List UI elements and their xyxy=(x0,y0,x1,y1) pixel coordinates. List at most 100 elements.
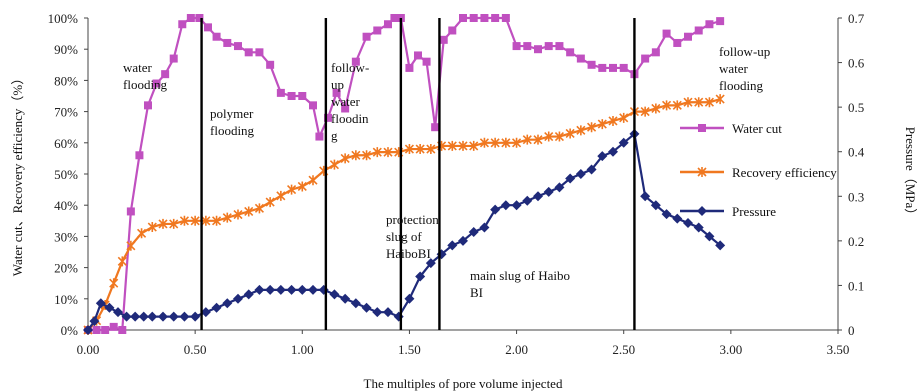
water-cut-point xyxy=(566,48,575,57)
water-cut-point xyxy=(118,326,127,334)
recovery-efficiency-point xyxy=(201,215,211,226)
y-right-tick-label: 0.5 xyxy=(848,100,864,115)
water-cut-point xyxy=(609,63,617,72)
pressure-point xyxy=(511,200,522,211)
x-tick-label: 0.50 xyxy=(184,342,207,357)
annotations-group: waterfloodingpolymerfloodingfollow-upwat… xyxy=(123,44,770,300)
stage-annotation: water xyxy=(719,61,749,76)
stage-annotation: g xyxy=(331,128,338,143)
water-cut-point xyxy=(448,26,457,35)
pressure-point xyxy=(479,222,490,233)
stage-annotation: water xyxy=(123,60,153,75)
recovery-efficiency-point xyxy=(169,218,179,229)
water-cut-point xyxy=(469,14,478,22)
pressure-point xyxy=(672,213,683,224)
y-right-tick-label: 0.1 xyxy=(848,278,864,293)
stage-lines-group xyxy=(200,18,636,330)
y-right-tick-label: 0.6 xyxy=(848,56,865,71)
y-left-tick-label: 40% xyxy=(54,198,78,213)
y-right-tick-label: 0.2 xyxy=(848,234,864,249)
pressure-point xyxy=(340,293,351,304)
pressure-point xyxy=(533,191,543,202)
x-tick-label: 2.00 xyxy=(505,342,528,357)
recovery-efficiency-point xyxy=(597,119,607,130)
water-cut-point xyxy=(234,42,242,51)
water-cut-point xyxy=(169,54,178,63)
recovery-efficiency-point xyxy=(651,103,661,114)
y-left-tick-label: 90% xyxy=(54,42,78,57)
stage-annotation: main slug of Haibo xyxy=(470,268,570,283)
axes-group: 0.00 0.50 1.00 1.50 2.00 2.50 3.00 3.500%10%20%… xyxy=(48,11,865,357)
water-cut-point xyxy=(651,48,660,57)
pressure-point xyxy=(715,240,726,251)
water-cut-point xyxy=(178,20,187,29)
water-cut-point xyxy=(555,42,564,51)
water-cut-point xyxy=(204,23,212,32)
water-cut-point xyxy=(126,207,135,216)
water-cut-point xyxy=(512,42,521,51)
recovery-efficiency-point xyxy=(287,184,297,195)
y-left-axis-title: Water cut、Recovery efficiency（%） xyxy=(10,72,25,276)
pressure-point xyxy=(361,302,372,313)
water-cut-point xyxy=(144,101,152,110)
recovery-efficiency-point xyxy=(340,153,350,164)
recovery-efficiency-point xyxy=(179,215,189,226)
recovery-efficiency-point xyxy=(544,131,554,142)
stage-annotation: slug of xyxy=(386,229,422,244)
stage-annotation: follow- xyxy=(331,60,369,75)
recovery-efficiency-point xyxy=(190,215,200,226)
recovery-efficiency-point xyxy=(565,128,575,139)
water-cut-point xyxy=(373,26,382,35)
recovery-efficiency-point xyxy=(372,147,382,158)
pressure-point xyxy=(168,311,179,322)
pressure-point xyxy=(200,307,211,318)
recovery-efficiency-point xyxy=(458,140,468,151)
water-cut-point xyxy=(212,32,221,41)
pressure-point xyxy=(95,298,106,309)
water-cut-point xyxy=(109,322,118,331)
pressure-point xyxy=(618,137,629,148)
water-cut-point xyxy=(587,60,596,69)
recovery-efficiency-point xyxy=(244,206,254,217)
recovery-efficiency-point xyxy=(117,256,127,267)
water-cut-point xyxy=(92,326,101,334)
water-cut-point xyxy=(716,17,725,26)
pressure-point xyxy=(597,151,608,162)
pressure-point xyxy=(350,298,361,309)
recovery-efficiency-point xyxy=(672,100,682,111)
water-cut-point xyxy=(362,32,371,41)
y-left-tick-label: 20% xyxy=(54,261,78,276)
recovery-efficiency-point xyxy=(137,228,147,239)
water-cut-point xyxy=(161,70,170,79)
water-cut-point xyxy=(101,326,110,334)
water-cut-point xyxy=(439,35,448,44)
pressure-point xyxy=(543,186,554,197)
stage-annotation: flooding xyxy=(123,77,168,92)
pressure-point xyxy=(147,311,158,322)
pressure-point xyxy=(608,146,618,157)
recovery-efficiency-point xyxy=(522,134,532,145)
pressure-point xyxy=(190,311,201,322)
water-cut-point xyxy=(491,14,500,22)
pressure-point xyxy=(275,284,286,295)
legend-water-cut-label: Water cut xyxy=(732,121,782,136)
pressure-point xyxy=(490,204,501,215)
water-cut-point xyxy=(422,57,431,66)
recovery-efficiency-point xyxy=(126,240,136,251)
y-right-tick-label: 0.4 xyxy=(848,145,865,160)
water-cut-point xyxy=(480,14,489,22)
recovery-efficiency-point xyxy=(501,137,511,148)
pressure-point xyxy=(554,182,565,193)
water-cut-point xyxy=(135,151,144,160)
recovery-efficiency-point xyxy=(212,215,222,226)
x-tick-label: 3.00 xyxy=(719,342,742,357)
pressure-point xyxy=(500,200,511,211)
water-cut-point xyxy=(223,38,232,47)
legend-water-cut-marker xyxy=(698,124,706,132)
water-cut-point xyxy=(244,48,253,57)
pressure-point xyxy=(83,325,93,335)
y-left-tick-label: 70% xyxy=(54,105,78,120)
water-cut-point xyxy=(534,45,542,54)
x-tick-label: 0.00 xyxy=(77,342,100,357)
